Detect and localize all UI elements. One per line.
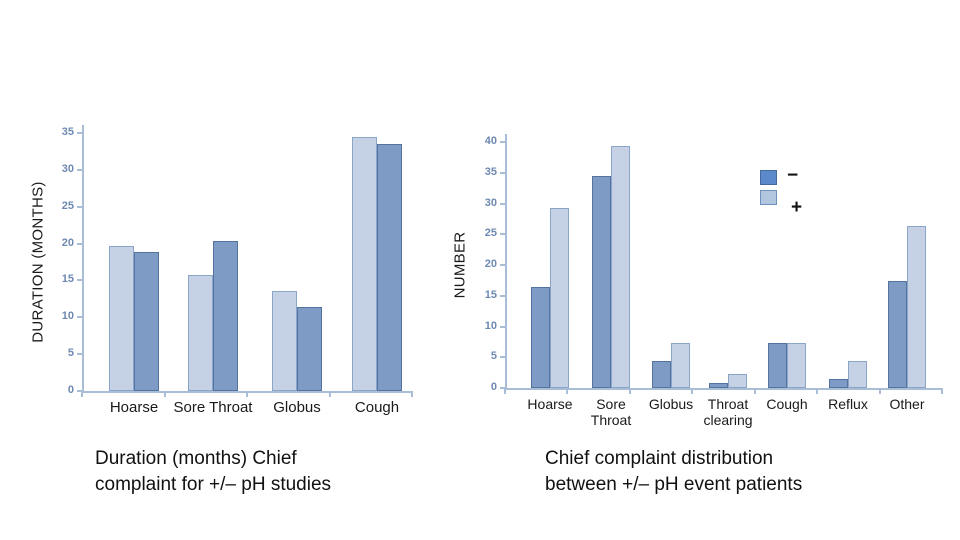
- x-tick: [628, 388, 631, 394]
- x-tick: [81, 391, 83, 397]
- y-tick-label: 5: [67, 347, 74, 360]
- x-category-label: Sore Throat: [590, 396, 632, 428]
- x-category-label: Cough: [354, 399, 400, 416]
- x-tick: [941, 388, 943, 394]
- bar-dark-throat-clearing: [709, 383, 728, 388]
- y-tick: [77, 353, 84, 356]
- x-tick: [816, 388, 819, 394]
- bar-light-sore-throat: [188, 274, 213, 391]
- legend-label-plus: +: [791, 197, 803, 218]
- y-tick-label: 20: [484, 258, 497, 270]
- x-category-label: Hoarse: [527, 396, 573, 412]
- bar-light-cough: [352, 136, 377, 391]
- distribution-chart: NUMBER 0 5 10 15 20 25 30 35 40 Hoarse Sore Throat…: [445, 100, 955, 450]
- x-category-label: Sore Throat: [173, 399, 253, 416]
- x-category-label: Reflux: [828, 396, 868, 412]
- bar-light-reflux: [848, 360, 867, 388]
- y-tick-label: 25: [61, 199, 74, 212]
- bar-light-globus: [671, 343, 690, 388]
- y-tick-label: 15: [484, 288, 497, 301]
- y-tick: [77, 390, 84, 392]
- x-tick: [878, 388, 881, 394]
- number-y-axis-title: NUMBER: [451, 231, 469, 299]
- y-tick: [500, 202, 507, 205]
- y-tick-label: 40: [484, 135, 497, 147]
- x-category-label: Cough: [766, 396, 808, 412]
- bar-dark-globus: [652, 360, 671, 388]
- bar-light-hoarse: [550, 207, 569, 388]
- x-tick: [163, 391, 166, 397]
- y-tick-label: 10: [61, 310, 74, 323]
- y-tick-label: 30: [484, 196, 497, 209]
- y-tick-label: 5: [490, 350, 497, 363]
- duration-chart-caption: Duration (months) Chief complaint for +/…: [95, 448, 332, 496]
- bar-dark-cough: [768, 343, 787, 388]
- y-tick: [77, 242, 84, 245]
- y-tick: [77, 316, 84, 319]
- y-tick: [77, 168, 84, 171]
- y-tick: [500, 294, 507, 297]
- y-tick: [500, 356, 507, 359]
- y-tick-label: 35: [61, 126, 74, 138]
- bar-light-sore-throat: [611, 145, 630, 388]
- y-tick-label: 35: [484, 165, 497, 178]
- y-tick: [500, 171, 507, 174]
- x-category-label: Globus: [273, 399, 321, 416]
- bar-dark-hoarse: [531, 287, 550, 388]
- bar-light-cough: [787, 343, 806, 388]
- x-category-label: Throat clearing: [703, 396, 753, 428]
- bar-light-other: [907, 226, 926, 388]
- legend-label-minus: −: [787, 165, 799, 186]
- x-category-label: Other: [889, 396, 925, 412]
- y-tick: [500, 325, 507, 328]
- y-axis: [82, 125, 84, 391]
- x-category-label: Hoarse: [109, 399, 159, 416]
- bar-dark-sore-throat: [213, 240, 238, 391]
- y-tick: [500, 141, 507, 143]
- x-tick: [328, 391, 331, 397]
- bar-light-hoarse: [109, 245, 134, 391]
- bar-dark-reflux: [829, 379, 848, 388]
- y-tick: [500, 387, 507, 389]
- bar-light-globus: [272, 291, 297, 391]
- y-tick-label: 0: [490, 381, 497, 393]
- x-category-label: Globus: [648, 396, 694, 412]
- y-tick: [77, 132, 84, 134]
- x-tick: [566, 388, 569, 394]
- x-tick: [753, 388, 756, 394]
- y-tick: [500, 233, 507, 236]
- bar-dark-globus: [297, 306, 322, 391]
- y-tick: [77, 279, 84, 282]
- x-tick: [504, 388, 506, 394]
- legend-swatch-minus: [760, 170, 777, 185]
- y-tick-label: 15: [61, 273, 74, 286]
- x-tick: [691, 388, 694, 394]
- legend-swatch-plus: [760, 190, 777, 205]
- x-tick: [411, 391, 413, 397]
- y-tick-label: 30: [61, 162, 74, 175]
- bar-dark-other: [888, 280, 907, 388]
- bar-light-throat-clearing: [728, 373, 747, 388]
- distribution-chart-caption: Chief complaint distribution between +/–…: [545, 448, 803, 496]
- x-axis: [505, 388, 942, 390]
- y-tick-label: 10: [484, 319, 497, 332]
- y-tick: [77, 205, 84, 208]
- y-axis: [505, 134, 507, 388]
- y-tick-label: 0: [67, 384, 74, 396]
- y-tick-label: 20: [61, 236, 74, 249]
- duration-chart: DURATION (MONTHS) 0 5 10 15 20 25 30 35 Hoarse So…: [30, 100, 442, 450]
- bar-dark-sore-throat: [592, 176, 611, 388]
- x-tick: [246, 391, 248, 397]
- y-tick-label: 25: [484, 227, 497, 240]
- y-tick: [500, 264, 507, 266]
- bar-dark-hoarse: [134, 251, 159, 391]
- bar-dark-cough: [377, 144, 402, 391]
